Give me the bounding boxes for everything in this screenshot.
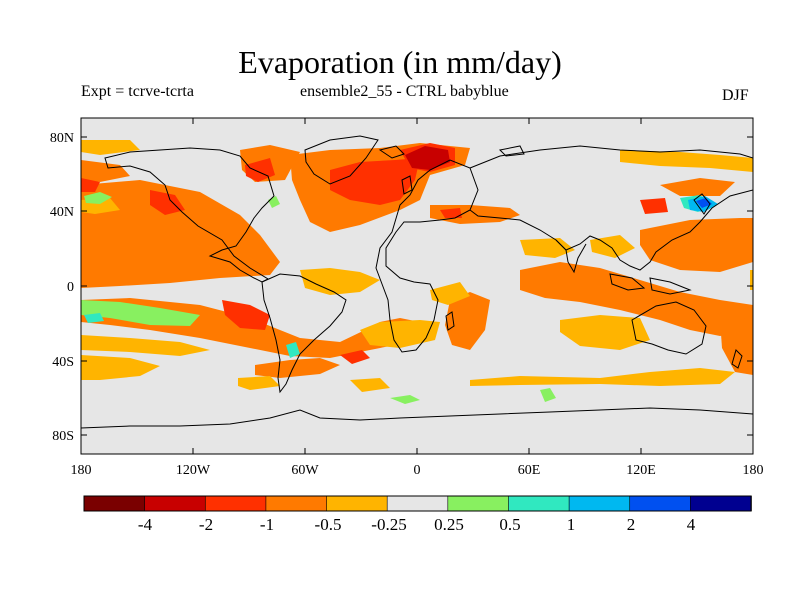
- colorbar-swatch: [144, 495, 207, 512]
- lat-tick-label: 0: [67, 280, 74, 295]
- colorbar-swatch: [265, 495, 328, 512]
- lon-tick-labels: 180 120W 60W 0 60E 120E 180: [71, 463, 764, 478]
- map-area: [81, 118, 753, 454]
- anomaly-layer-yellow: [81, 140, 753, 392]
- colorbar-frame: [83, 495, 752, 512]
- colorbar-label: -0.25: [371, 515, 406, 534]
- lon-tick-label: 60W: [291, 463, 319, 478]
- colorbar-label: 0.5: [499, 515, 520, 534]
- colorbar-label: -2: [199, 515, 213, 534]
- colorbar-label: -1: [260, 515, 274, 534]
- colorbar-swatch: [326, 495, 388, 512]
- lat-tick-label: 80S: [52, 429, 74, 444]
- lat-tick-label: 40N: [50, 205, 74, 220]
- colorbar-swatch: [508, 495, 570, 512]
- colorbar-label: -0.5: [315, 515, 342, 534]
- colorbar-swatch: [386, 495, 449, 512]
- colorbar-swatch: [568, 495, 631, 512]
- colorbar-swatch: [690, 495, 752, 512]
- season-label: DJF: [722, 87, 749, 104]
- coastlines: [81, 135, 753, 429]
- lon-tick-marks: [80, 118, 754, 454]
- page-title: Evaporation (in mm/day): [238, 44, 562, 80]
- anomaly-layer-blue: [696, 198, 712, 208]
- lon-tick-label: 180: [743, 463, 764, 478]
- lon-tick-label: 0: [414, 463, 421, 478]
- lat-tick-label: 80N: [50, 131, 74, 146]
- colorbar-label: 1: [567, 515, 576, 534]
- anomaly-layer-darkred: [405, 146, 450, 170]
- colorbar-swatch: [629, 495, 692, 512]
- lon-tick-label: 60E: [518, 463, 541, 478]
- colorbar-label: 4: [687, 515, 696, 534]
- experiment-label: Expt = tcrve-tcrta: [81, 83, 194, 100]
- anomaly-layer-green: [81, 192, 556, 404]
- ensemble-label: ensemble2_55 - CTRL babyblue: [300, 83, 509, 100]
- colorbar-swatch: [83, 495, 146, 512]
- colorbar-swatch: [447, 495, 510, 512]
- colorbar: [83, 495, 752, 512]
- lon-tick-label: 180: [71, 463, 92, 478]
- lon-tick-label: 120W: [176, 463, 211, 478]
- colorbar-labels: -4 -2 -1 -0.5 -0.25 0.25 0.5 1 2 4: [138, 515, 696, 534]
- colorbar-label: -4: [138, 515, 153, 534]
- lat-tick-labels: 80N 40N 0 40S 80S: [50, 131, 74, 444]
- lat-tick-marks: [81, 136, 753, 436]
- colorbar-swatch: [204, 495, 267, 512]
- lat-tick-label: 40S: [52, 355, 74, 370]
- lon-tick-label: 120E: [626, 463, 656, 478]
- colorbar-label: 2: [627, 515, 636, 534]
- colorbar-label: 0.25: [434, 515, 464, 534]
